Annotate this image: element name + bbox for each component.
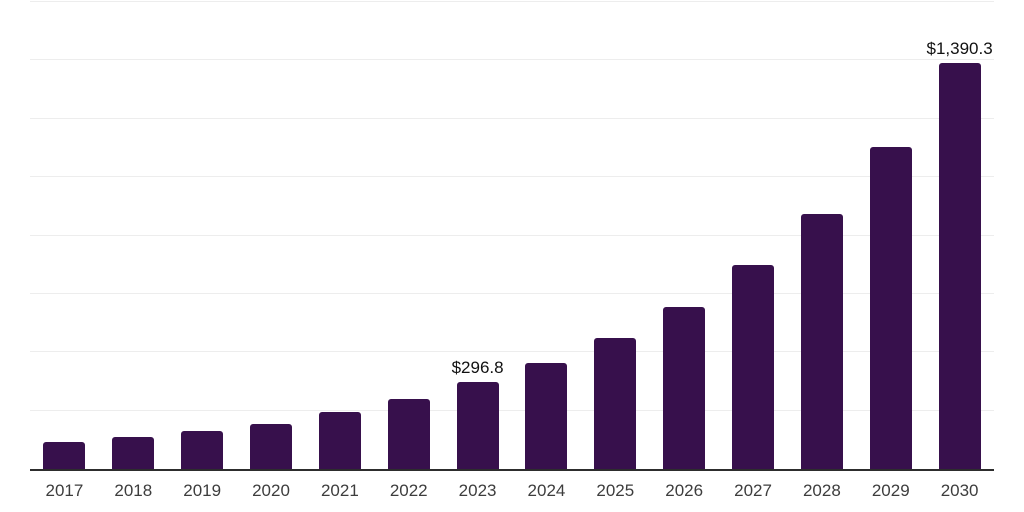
x-tick-2022: 2022 (389, 481, 428, 500)
gridline-400 (30, 351, 994, 353)
x-tick-2023: 2023 (458, 481, 497, 500)
x-tick-2029: 2029 (871, 481, 910, 500)
x-tick-2017: 2017 (45, 481, 84, 500)
bar-slot-2017 (30, 2, 99, 469)
bars-container: $296.8 $1,390.3 (30, 2, 994, 469)
bar-2018 (112, 436, 155, 469)
bar-slot-2024 (512, 2, 581, 469)
gridline-200 (30, 409, 994, 411)
bar-2020 (250, 424, 292, 469)
value-label-2030: $1,390.3 (926, 39, 993, 59)
plot-area: $296.8 $1,390.3 (30, 1, 994, 471)
bar-2025 (594, 337, 637, 469)
gridline-1200 (30, 117, 994, 119)
bar-2026 (663, 306, 706, 469)
gridline-1400 (30, 59, 994, 61)
bar-slot-2026 (650, 2, 719, 469)
value-label-2023: $296.8 (451, 358, 504, 378)
bar-slot-2027 (719, 2, 788, 469)
x-tick-2021: 2021 (320, 481, 359, 500)
x-tick-2019: 2019 (183, 481, 222, 500)
bar-2017 (43, 441, 86, 469)
bar-slot-2025 (581, 2, 650, 469)
bar-slot-2019 (168, 2, 237, 469)
bar-2028 (800, 213, 843, 469)
gridline-800 (30, 234, 994, 236)
bar-2029 (869, 147, 912, 469)
bar-2019 (181, 431, 224, 469)
x-tick-2026: 2026 (665, 481, 704, 500)
gridline-600 (30, 292, 994, 294)
x-tick-2027: 2027 (734, 481, 772, 500)
x-tick-2025: 2025 (596, 481, 635, 500)
bar-slot-2030: $1,390.3 (925, 2, 994, 469)
x-tick-2028: 2028 (802, 481, 841, 500)
bar-2023: $296.8 (452, 358, 504, 469)
bar-2027 (732, 265, 775, 469)
bar-2030: $1,390.3 (927, 39, 993, 469)
bar-slot-2022 (374, 2, 443, 469)
bar-slot-2029 (856, 2, 925, 469)
bar-2024 (525, 362, 568, 469)
x-axis-tick-labels: 2017 2018 2019 2020 2021 2022 2023 2024 2025 2026… (30, 481, 994, 501)
bar-slot-2021 (305, 2, 374, 469)
bar-2022 (387, 398, 430, 469)
x-tick-2030: 2030 (940, 481, 979, 500)
bar-slot-2018 (99, 2, 168, 469)
bar-slot-2028 (787, 2, 856, 469)
bar-slot-2023: $296.8 (443, 2, 512, 469)
gridline-1000 (30, 176, 994, 178)
gridline-1600 (30, 1, 994, 2)
x-tick-2020: 2020 (252, 481, 290, 500)
x-tick-2018: 2018 (114, 481, 153, 500)
bar-2021 (318, 412, 361, 469)
x-axis-line (30, 469, 994, 471)
bar-slot-2020 (237, 2, 306, 469)
x-tick-2024: 2024 (527, 481, 566, 500)
